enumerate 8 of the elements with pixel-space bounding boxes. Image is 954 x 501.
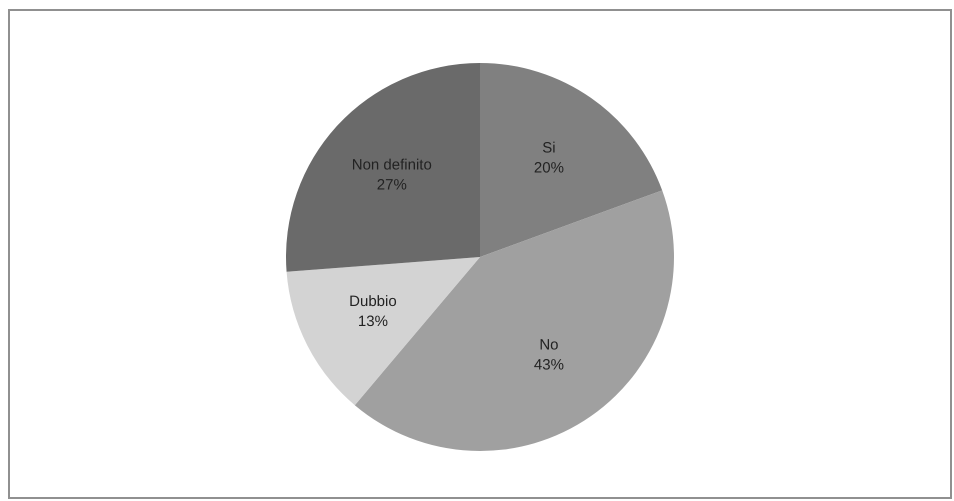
- slice-label: No: [539, 336, 558, 354]
- data-label: 43%: [534, 356, 564, 374]
- slice-label: Non definito: [352, 156, 432, 174]
- slice-label: Dubbio: [349, 292, 397, 310]
- data-label: 27%: [376, 176, 407, 194]
- data-label: 13%: [358, 312, 388, 330]
- data-label: 20%: [534, 160, 564, 177]
- slice-label: Si: [542, 140, 556, 157]
